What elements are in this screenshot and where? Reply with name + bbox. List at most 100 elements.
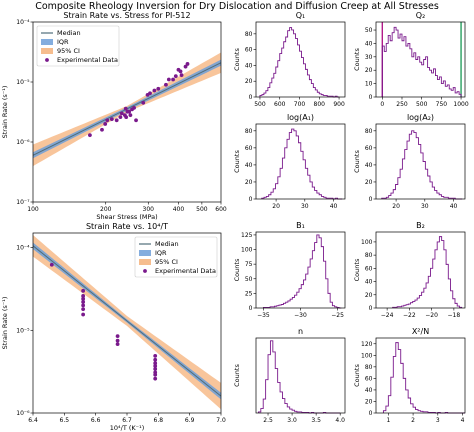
histogram-bin	[432, 73, 434, 97]
data-point	[183, 64, 188, 69]
x-tick-label: 300	[143, 206, 155, 213]
y-tick-label: 20	[245, 179, 253, 186]
y-tick-label: 10⁻⁴	[16, 19, 30, 26]
data-point	[109, 117, 114, 122]
x-tick-label: 30	[301, 203, 309, 210]
x-tick-label: 20	[272, 203, 280, 210]
y-tick-label: 25	[245, 290, 253, 297]
y-tick-label: 125	[241, 232, 253, 239]
x-tick-label: 500	[416, 101, 428, 108]
data-point	[153, 354, 158, 358]
legend-frame	[134, 236, 218, 278]
axes-title: Q₂	[416, 11, 426, 20]
histogram-bin	[292, 129, 294, 199]
data-point	[114, 118, 119, 123]
y-tick-label: 50	[365, 27, 373, 34]
axes-frame	[255, 337, 346, 414]
data-point	[153, 357, 158, 362]
x-tick-label: 600	[274, 101, 286, 108]
y-tick-label: 0	[249, 94, 253, 101]
data-point	[119, 111, 124, 116]
data-point	[49, 262, 54, 267]
data-point	[171, 77, 175, 82]
legend-data: Experimental Data	[155, 267, 216, 275]
x-tick-label: 20	[392, 203, 400, 210]
histogram-bin	[282, 48, 284, 97]
histogram-bin	[437, 80, 439, 97]
histogram-bin	[437, 242, 439, 308]
axes-frame	[375, 337, 466, 414]
axes-title: n	[298, 327, 303, 336]
y-tick-label: 0	[369, 196, 373, 203]
x-tick-label: −24	[381, 312, 394, 319]
axes-frame	[255, 21, 346, 98]
y-axis-label: Counts	[353, 258, 361, 281]
x-tick-label: 700	[294, 101, 306, 108]
x-tick-label: 750	[436, 101, 448, 108]
histogram-outline	[257, 340, 341, 414]
y-tick-label: 60	[365, 375, 373, 382]
x-tick-label: 250	[396, 101, 408, 108]
histogram-bin	[300, 51, 302, 97]
y-tick-label: 20	[365, 67, 373, 74]
data-point	[148, 91, 152, 96]
y-axis-label: Strain Rate (s⁻¹)	[1, 297, 9, 350]
y-tick-label: 40	[245, 62, 253, 69]
histogram-outline	[392, 236, 463, 308]
y-tick-label: 20	[365, 179, 373, 186]
x-tick-label: 40	[450, 203, 458, 210]
histogram-bin	[286, 37, 288, 97]
data-point	[81, 294, 86, 298]
legend-frame	[36, 25, 120, 67]
axes-frame	[255, 123, 346, 200]
y-axis-label: Counts	[233, 258, 241, 281]
data-point	[81, 303, 86, 308]
axes-frame	[32, 21, 222, 203]
x-tick-label: 200	[100, 206, 112, 213]
legend-iqr-swatch	[139, 250, 151, 256]
data-point	[153, 361, 158, 366]
histogram-bin	[388, 35, 390, 97]
y-tick-label: 40	[365, 162, 373, 169]
histogram-bin	[418, 57, 420, 97]
histogram-bin	[284, 42, 286, 97]
figure-suptitle: Composite Rheology Inversion for Dry Dis…	[35, 1, 439, 12]
data-point	[156, 86, 161, 91]
histogram-bin	[289, 133, 291, 199]
data-point	[100, 127, 104, 132]
x-tick-label: −18	[448, 312, 461, 319]
histogram-outline	[382, 342, 465, 414]
data-point	[153, 367, 158, 371]
x-tick-label: 900	[333, 101, 345, 108]
histogram-outline	[262, 234, 342, 309]
chart-b2: −24 −22 −20 −18 0 20 40 60 80 100 B₂ Counts	[353, 221, 466, 319]
legend-ci95-swatch	[41, 48, 53, 54]
chart-n: 2.5 3.0 3.5 4.0 n Counts	[233, 327, 346, 424]
axes-title: Strain Rate vs. Stress for PI-512	[63, 11, 190, 20]
x-tick-label: 1000	[453, 101, 468, 108]
axes-frame	[255, 231, 346, 309]
histogram-bin	[398, 38, 400, 97]
histogram-outline	[259, 27, 340, 98]
chart-b1: −35 −30 −25 0 25 50 75 100 125 B₁ Counts	[233, 221, 346, 319]
y-tick-label: 80	[365, 252, 373, 259]
x-tick-label: 3	[436, 417, 440, 424]
data-point	[173, 74, 178, 79]
y-tick-label: 10⁻⁵	[16, 327, 30, 334]
data-point	[179, 73, 184, 78]
y-tick-label: 20	[245, 78, 253, 85]
data-point	[88, 133, 92, 138]
data-point	[178, 69, 183, 74]
y-tick-label: 50	[245, 276, 253, 283]
x-tick-label: 6.8	[154, 417, 164, 424]
y-tick-label: 10	[365, 81, 373, 88]
data-point	[103, 122, 108, 126]
legend-iqr-swatch	[41, 39, 53, 45]
data-point	[134, 118, 138, 123]
x-axis-label: 10⁴/T (K⁻¹)	[110, 424, 144, 432]
histogram-bin	[298, 45, 300, 97]
axes-title: Q₁	[296, 11, 306, 20]
data-point	[124, 115, 129, 120]
histogram-bin	[294, 34, 296, 97]
histogram-bin	[455, 93, 457, 97]
